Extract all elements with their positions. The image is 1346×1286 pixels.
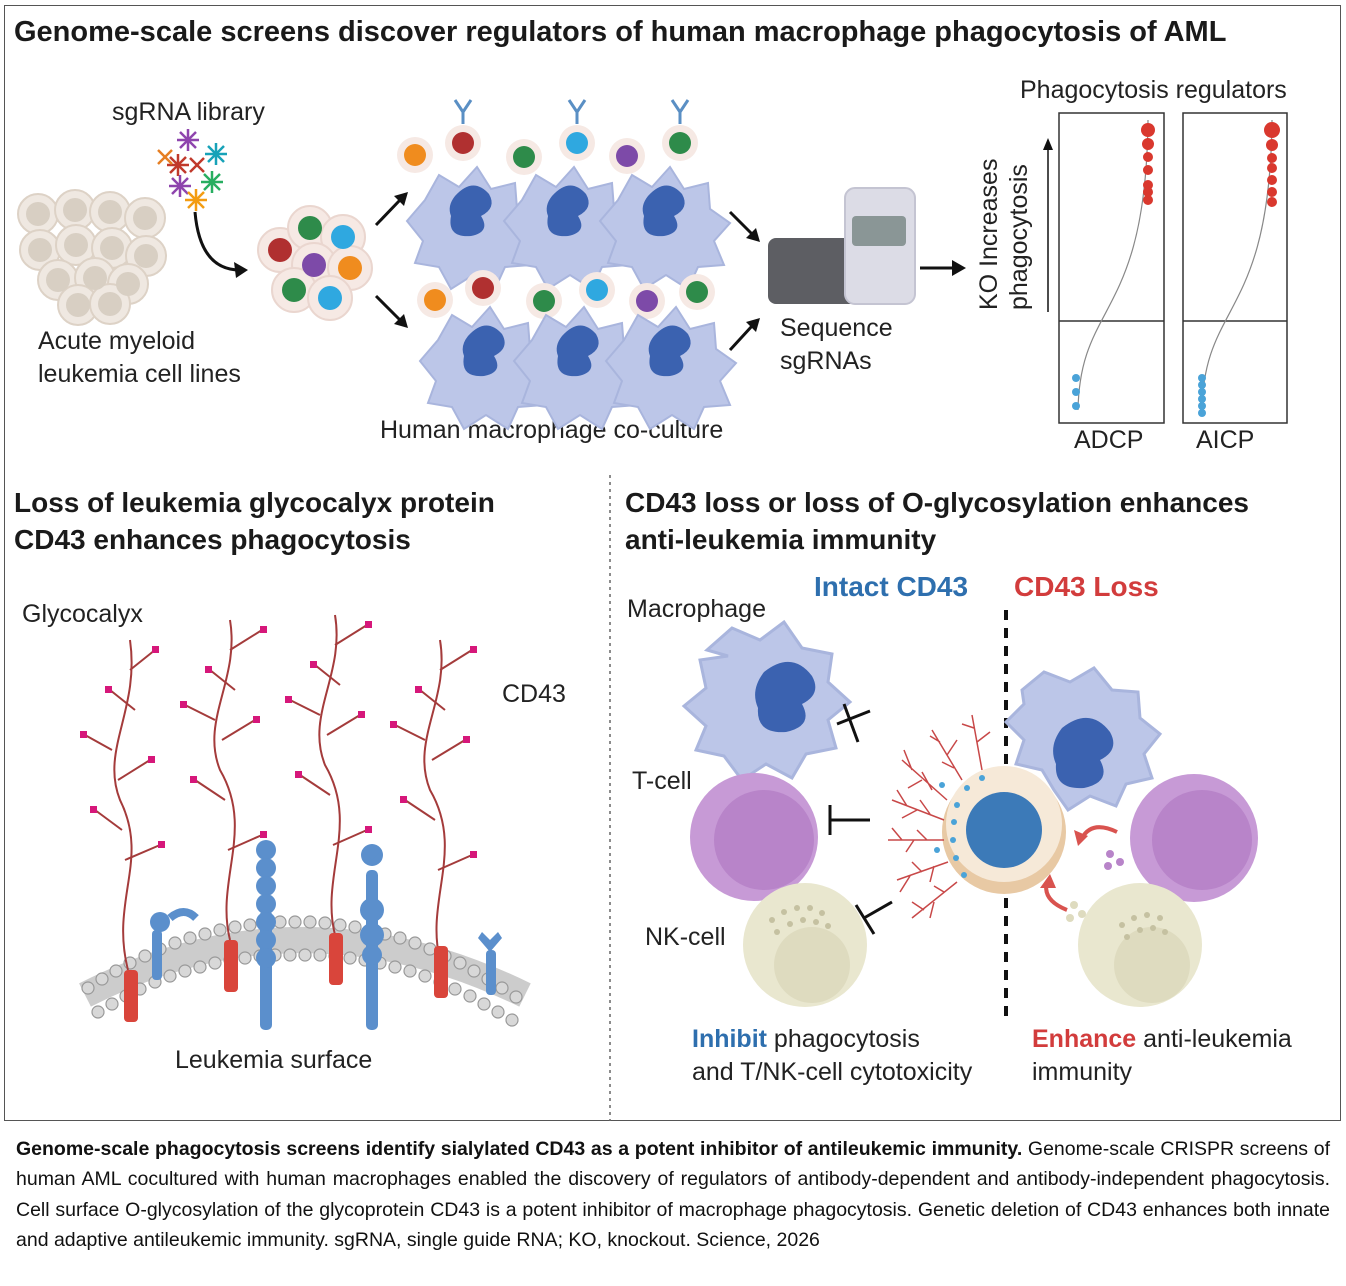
aml-cell-cluster xyxy=(17,189,167,326)
glycans xyxy=(80,621,477,858)
macrophages-top-row xyxy=(405,165,732,291)
plot-label-aicp: AICP xyxy=(1196,426,1255,454)
inhibit-rest: phagocytosis xyxy=(766,1025,920,1053)
cd43-loss-label: CD43 Loss xyxy=(1014,571,1159,602)
plot-label-adcp: ADCP xyxy=(1074,426,1144,454)
inhibition-symbols xyxy=(828,703,893,935)
tcell-loss xyxy=(1130,774,1258,902)
tcell-label: T-cell xyxy=(632,767,692,795)
cd43-transmembrane xyxy=(124,933,448,1022)
macrophages-bottom-row xyxy=(418,305,738,431)
aicp-plot xyxy=(1182,112,1288,424)
macrophage-label: Macrophage xyxy=(627,595,766,623)
left-title-line2: CD43 enhances phagocytosis xyxy=(14,524,411,555)
inhibit-bold: Inhibit xyxy=(692,1025,767,1053)
nkcell-intact xyxy=(743,883,867,1007)
tcell-intact xyxy=(690,773,818,901)
sequence-label-line1: Sequence xyxy=(780,314,893,342)
top-panel-title: Genome-scale screens discover regulators… xyxy=(14,16,1227,48)
cd43-label: CD43 xyxy=(502,680,566,708)
coculture-bottom-row-cells xyxy=(417,270,715,319)
cd43-stalks xyxy=(84,614,473,971)
macrophage-loss xyxy=(1003,666,1163,813)
y-axis-label: KO Increases phagocytosis xyxy=(974,159,1034,310)
macrophage-intact xyxy=(681,619,853,783)
lipid-bilayer xyxy=(79,915,531,1027)
left-panel-title: Loss of leukemia glycocalyx protein CD43… xyxy=(14,484,495,558)
caption-bold: Genome-scale phagocytosis screens identi… xyxy=(16,1138,1023,1160)
sequence-label-line2: sgRNAs xyxy=(780,347,872,375)
aml-label-line2: leukemia cell lines xyxy=(38,360,241,388)
aml-cell-center xyxy=(942,766,1066,894)
adcp-plot xyxy=(1058,112,1165,424)
nkcell-label: NK-cell xyxy=(645,923,726,951)
arrow-head xyxy=(234,262,248,278)
enhance-line2: immunity xyxy=(1032,1058,1133,1086)
inhibit-caption: Inhibit phagocytosis and T/NK-cell cytot… xyxy=(692,1023,972,1089)
y-axis-line1: KO Increases xyxy=(975,158,1003,310)
glycocalyx-label: Glycocalyx xyxy=(22,600,143,628)
inhibit-line2: and T/NK-cell cytotoxicity xyxy=(692,1058,973,1086)
coculture-top-row-cells xyxy=(397,99,698,175)
vertical-separator xyxy=(609,475,611,1121)
sgrna-library-label: sgRNA library xyxy=(112,98,265,126)
regulators-title: Phagocytosis regulators xyxy=(1020,76,1287,104)
enhance-bold: Enhance xyxy=(1032,1025,1137,1053)
transduced-cells xyxy=(257,205,373,321)
y-axis-line2: phagocytosis xyxy=(1005,164,1033,310)
enhance-caption: Enhance anti-leukemia immunity xyxy=(1032,1023,1292,1089)
top-panel-illustration xyxy=(17,99,1288,431)
glycocalyx-illustration xyxy=(79,614,531,1030)
nkcell-loss xyxy=(1078,883,1202,1007)
leukemia-surface-label: Leukemia surface xyxy=(175,1046,373,1074)
cd43-stalks-blue xyxy=(934,775,985,878)
figure-frame xyxy=(4,5,1341,1121)
cytotoxic-attack xyxy=(1040,825,1124,922)
other-surface-proteins xyxy=(150,840,502,1030)
intact-cd43-label: Intact CD43 xyxy=(814,571,969,602)
caption-text: Genome-scale CRISPR screens of human AML… xyxy=(16,1138,1330,1252)
right-title-line2: anti-leukemia immunity xyxy=(625,524,937,555)
aml-label-line1: Acute myeloid xyxy=(38,327,196,355)
right-panel-title: CD43 loss or loss of O-glycosylation enh… xyxy=(625,484,1249,558)
cd43-glycocalyx-intact xyxy=(888,714,991,919)
figure-caption: Genome-scale phagocytosis screens identi… xyxy=(16,1134,1330,1256)
enhance-rest: anti-leukemia xyxy=(1136,1025,1292,1053)
immunity-illustration xyxy=(681,610,1258,1020)
sequencer-icon xyxy=(768,187,916,305)
right-title-line1: CD43 loss or loss of O-glycosylation enh… xyxy=(625,487,1249,518)
sgrna-virus-particles xyxy=(157,129,227,211)
transduce-arrow xyxy=(193,211,241,272)
coculture-label: Human macrophage co-culture xyxy=(380,416,724,444)
split-arrows xyxy=(374,198,754,352)
left-title-line1: Loss of leukemia glycocalyx protein xyxy=(14,487,495,518)
